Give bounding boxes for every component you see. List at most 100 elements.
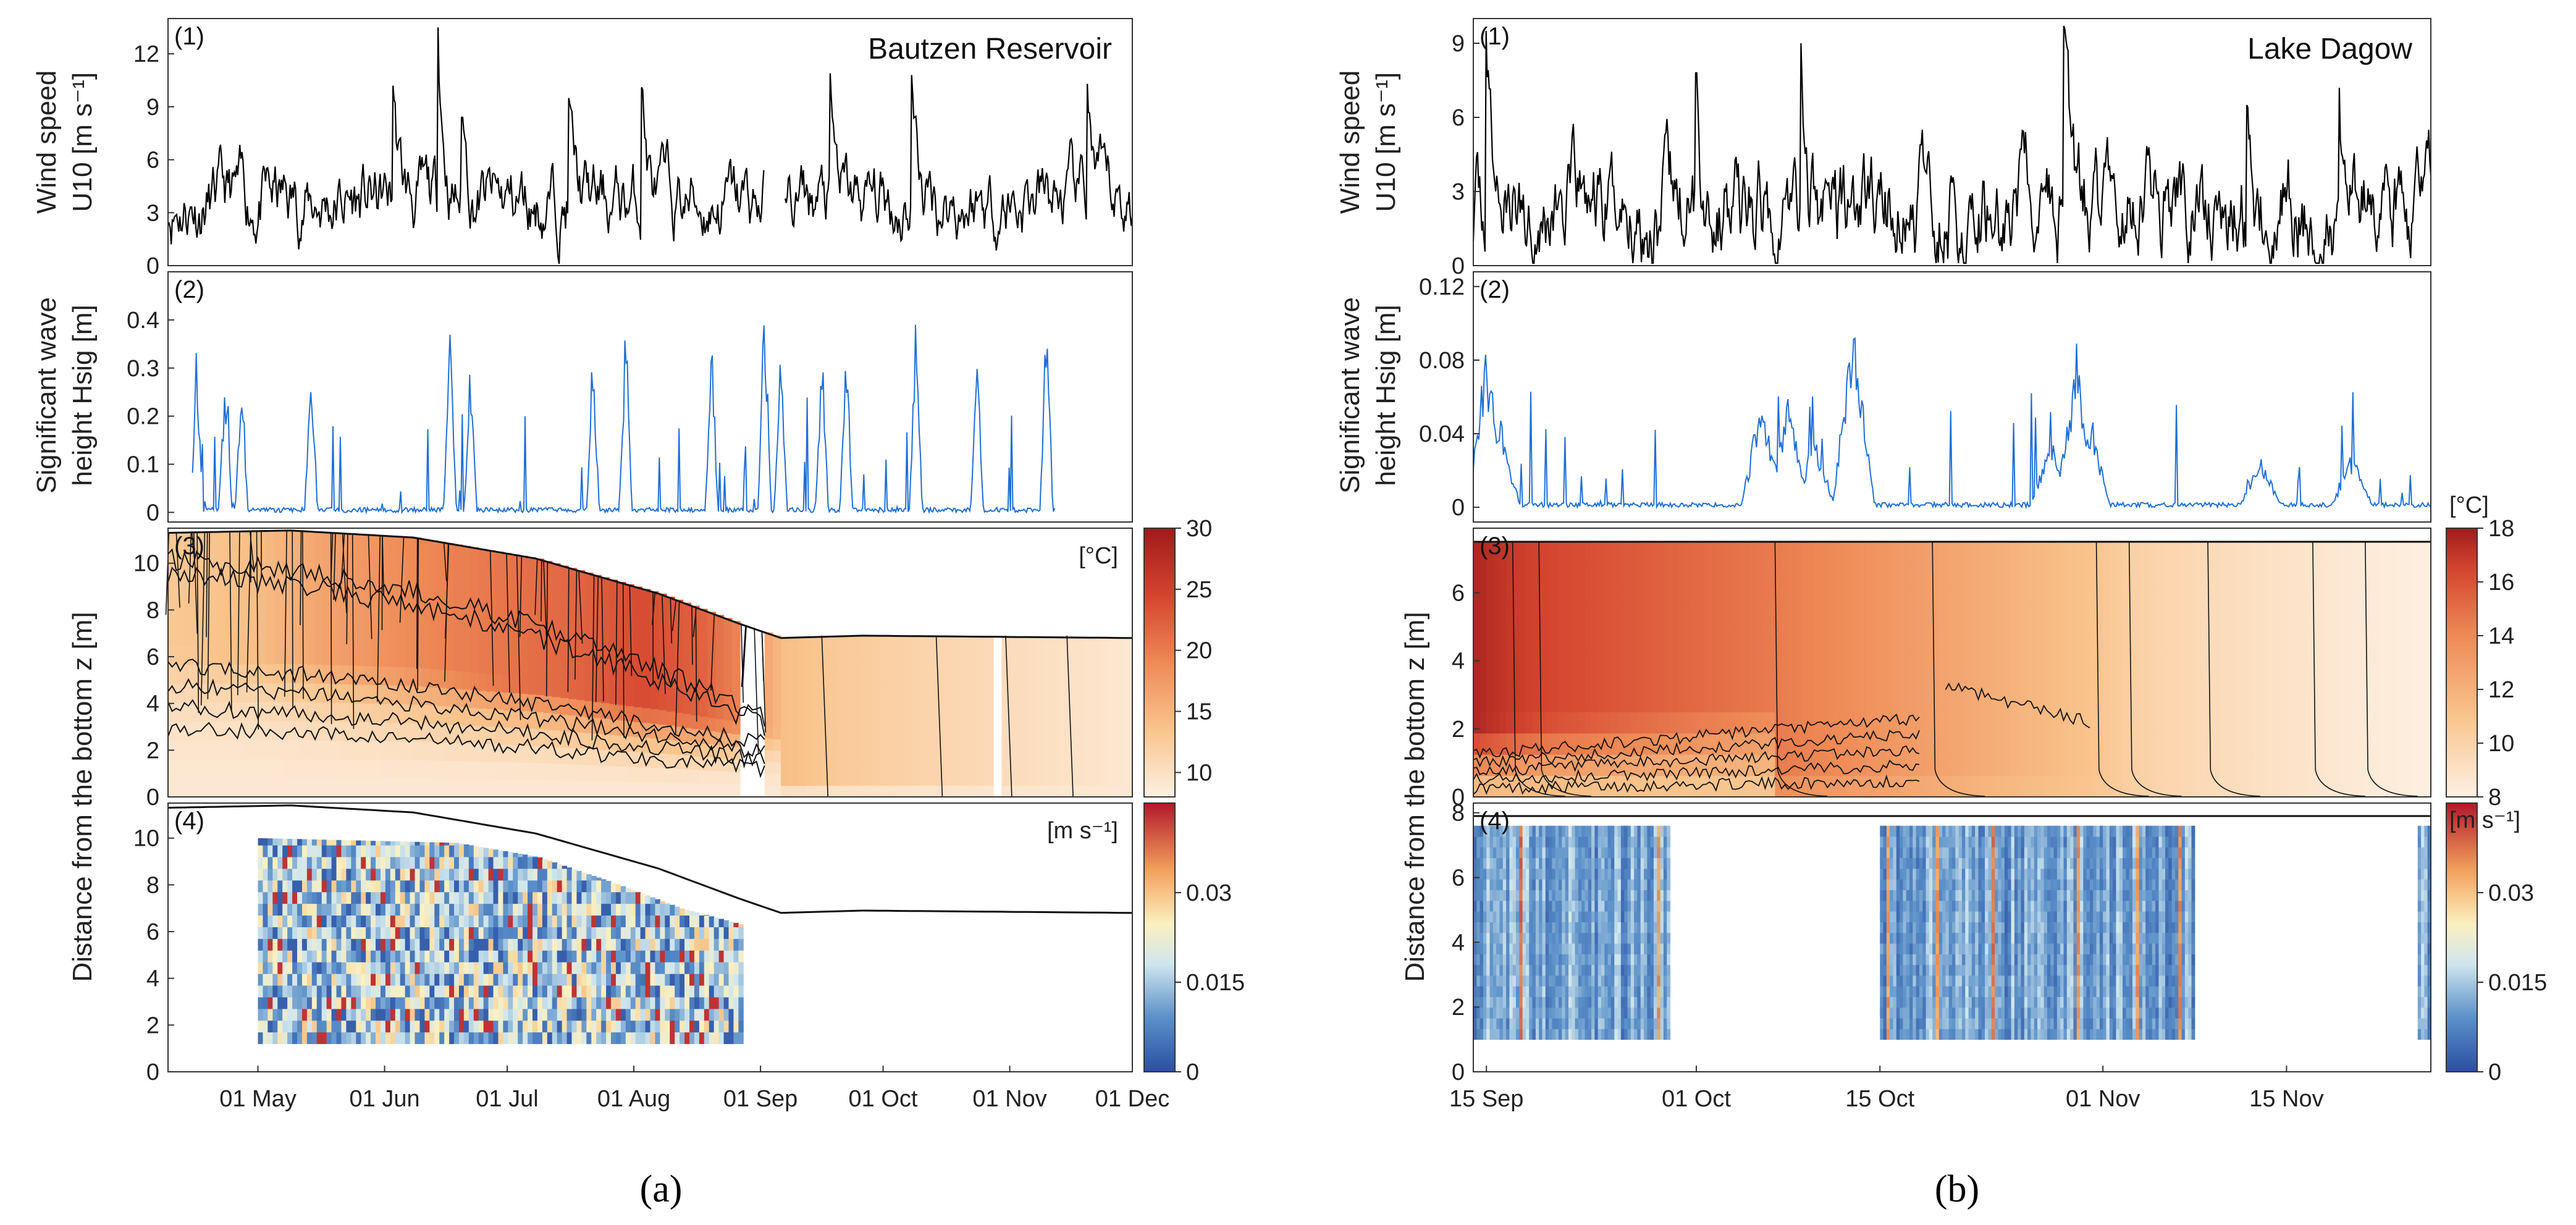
velocity-cell — [287, 868, 293, 881]
temp-cell — [969, 705, 978, 717]
velocity-cell — [376, 903, 381, 916]
temp-cell — [348, 646, 356, 666]
temp-cell — [969, 671, 978, 683]
temp-cell — [1657, 775, 1664, 798]
temp-cell — [683, 699, 692, 714]
temp-cell — [1853, 542, 1861, 564]
temp-cell — [2208, 669, 2215, 691]
temp-cell — [1519, 626, 1526, 649]
velocity-cell — [326, 880, 332, 893]
temp-cell — [2089, 775, 2097, 798]
temp-cell — [274, 683, 283, 702]
temp-cell — [961, 762, 970, 775]
velocity-cell — [419, 891, 425, 904]
temp-cell — [1473, 563, 1481, 585]
temp-cell — [2123, 648, 2130, 670]
velocity-cell — [263, 845, 268, 857]
temp-cell — [1545, 712, 1552, 734]
temp-cell — [470, 583, 479, 602]
temp-cell — [642, 767, 651, 783]
velocity-cell — [601, 915, 607, 927]
temp-cell — [1663, 584, 1671, 606]
velocity-cell — [523, 1032, 528, 1045]
velocity-cell — [380, 841, 386, 846]
temp-cell — [1657, 712, 1664, 734]
temp-cell — [1124, 705, 1133, 718]
temp-cell — [2267, 669, 2274, 691]
temp-cell — [1657, 584, 1664, 606]
velocity-cell — [410, 996, 416, 1009]
temp-cell — [2286, 754, 2294, 777]
velocity-cell — [596, 877, 602, 881]
velocity-cell — [306, 845, 313, 857]
temp-cell — [985, 728, 994, 740]
temp-cell — [1001, 751, 1011, 764]
temp-cell — [1788, 626, 1795, 649]
velocity-cell — [562, 865, 568, 869]
velocity-cell — [410, 891, 416, 904]
y-tick-label: 6 — [146, 919, 159, 945]
velocity-cell — [316, 950, 322, 962]
temp-cell — [1604, 563, 1612, 585]
temp-cell — [1637, 563, 1644, 585]
temp-cell — [1026, 671, 1035, 683]
velocity-cell — [552, 1008, 558, 1021]
temp-cell — [822, 648, 831, 660]
velocity-cell — [371, 880, 376, 893]
temp-cell — [977, 648, 986, 660]
velocity-cell — [415, 845, 420, 857]
temp-cell — [1755, 690, 1762, 712]
temp-cell — [2149, 584, 2156, 606]
temp-cell — [1124, 717, 1133, 730]
temp-cell — [2227, 733, 2235, 755]
velocity-cell — [675, 927, 680, 939]
temp-cell — [2044, 690, 2051, 712]
velocity-cell — [518, 854, 523, 857]
temp-cell — [830, 659, 839, 671]
temp-cell — [372, 535, 381, 555]
velocity-cell — [532, 915, 538, 927]
temp-cell — [250, 778, 259, 798]
temp-cell — [2352, 690, 2359, 712]
temp-cell — [838, 762, 847, 775]
temp-cell — [356, 590, 365, 610]
temp-cell — [1729, 648, 1736, 670]
velocity-cell — [660, 1008, 665, 1021]
temp-cell — [2004, 584, 2012, 606]
temp-cell — [519, 780, 528, 798]
temp-cell — [1042, 739, 1051, 752]
temp-cell — [560, 615, 569, 633]
velocity-cell — [478, 962, 484, 974]
temp-cell — [2181, 584, 2189, 606]
temp-cell — [969, 682, 978, 694]
temp-cell — [1952, 626, 1959, 649]
temp-cell — [1630, 584, 1638, 606]
velocity-cell — [699, 1008, 705, 1021]
y-tick-label: 4 — [146, 966, 159, 992]
temp-cell — [421, 649, 430, 668]
temp-cell — [1945, 648, 1953, 670]
velocity-cell — [415, 1008, 420, 1021]
velocity-cell — [699, 914, 705, 916]
temp-cell — [331, 627, 340, 647]
temp-cell — [2149, 690, 2156, 712]
temp-cell — [397, 555, 406, 575]
velocity-cell — [380, 1008, 386, 1021]
temp-cell — [1965, 669, 1972, 691]
velocity-cell — [670, 1020, 675, 1033]
velocity-cell — [581, 974, 587, 986]
velocity-cell — [439, 845, 445, 857]
temp-cell — [2011, 542, 2018, 564]
temp-cell — [1860, 754, 1867, 777]
temp-cell — [1525, 690, 1533, 712]
velocity-cell — [591, 915, 597, 927]
temp-cell — [1919, 563, 1927, 585]
velocity-cell — [483, 962, 489, 974]
temp-cell — [1532, 563, 1539, 585]
temp-cell — [339, 627, 348, 647]
temp-cell — [961, 751, 970, 763]
colorbar-vel-a-tick-label: 0 — [1186, 1059, 1199, 1085]
temp-cell — [315, 778, 324, 798]
temp-cell — [1808, 712, 1815, 734]
temp-cell — [1525, 669, 1533, 691]
